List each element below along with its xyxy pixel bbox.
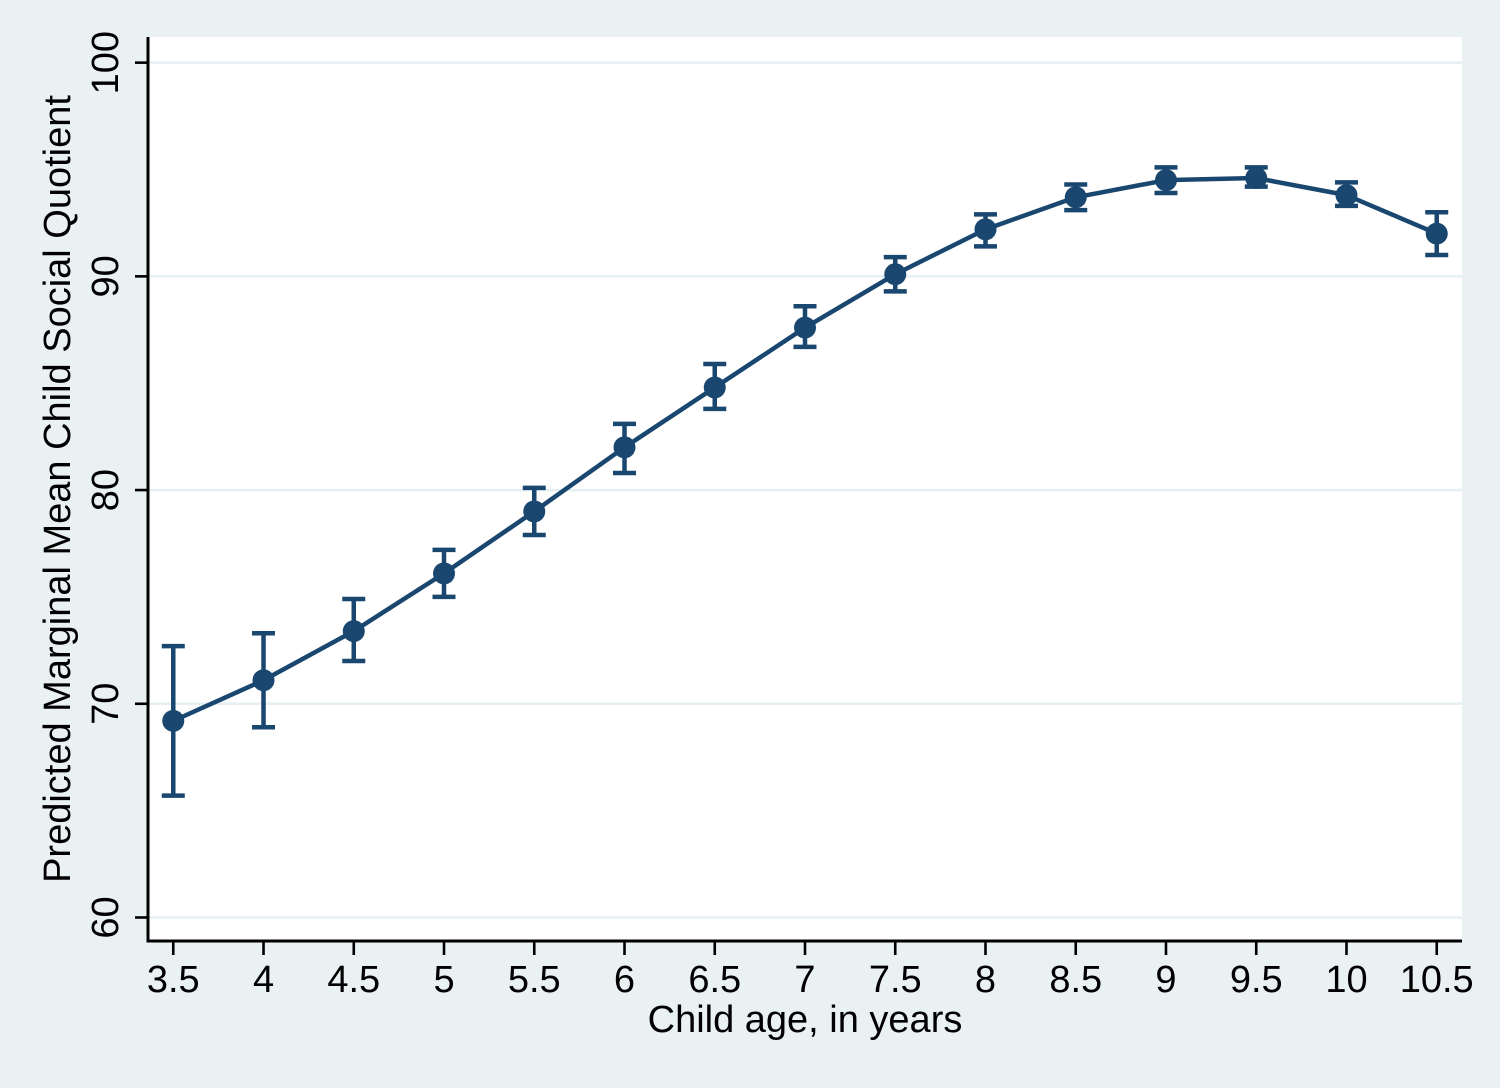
x-tick-label: 7.5 [869,959,922,1001]
data-point-marker [523,500,546,523]
x-axis-title: Child age, in years [648,999,963,1041]
data-point-marker [252,669,275,692]
data-point-marker [162,709,185,732]
x-tick-label: 7 [794,959,815,1001]
x-tick-label: 8 [975,959,996,1001]
gridlines [148,61,1462,919]
y-tick-label: 70 [85,683,127,725]
x-tick-label: 8.5 [1049,959,1102,1001]
x-tick-label: 4 [253,959,274,1001]
x-tick-label: 4.5 [327,959,380,1001]
data-point-marker [342,620,365,643]
y-tick-labels: 60 70 80 90 100 [85,31,127,939]
x-tick-label: 9.5 [1230,959,1283,1001]
x-tick-label: 5.5 [508,959,561,1001]
x-tick-label: 10 [1325,959,1367,1001]
x-tick-label: 5 [433,959,454,1001]
y-axis-title: Predicted Marginal Mean Child Social Quo… [37,95,79,883]
y-tick-label: 60 [85,896,127,938]
y-tick-label: 100 [85,31,127,94]
data-point-marker [1425,222,1448,245]
x-tick-label: 10.5 [1400,959,1474,1001]
y-tick-label: 90 [85,255,127,297]
data-point-marker [433,562,456,585]
data-point-marker [884,263,907,286]
data-point-marker [1064,186,1087,209]
series-markers [162,167,1448,732]
axes [135,37,1462,955]
data-point-marker [794,316,816,339]
x-tick-label: 3.5 [147,959,200,1001]
data-point-marker [613,436,636,459]
data-point-marker [1335,184,1358,207]
data-point-marker [974,218,997,241]
x-tick-label: 6.5 [688,959,741,1001]
x-tick-labels: 3.5 4 4.5 5 5.5 6 6.5 7 7.5 8 8.5 9 9.5 10 10.5 [147,959,1474,1001]
x-tick-label: 9 [1155,959,1176,1001]
data-point-marker [1245,167,1268,190]
data-point-marker [1154,169,1177,192]
data-point-marker [703,376,726,399]
y-tick-label: 80 [85,469,127,511]
x-tick-label: 6 [614,959,635,1001]
